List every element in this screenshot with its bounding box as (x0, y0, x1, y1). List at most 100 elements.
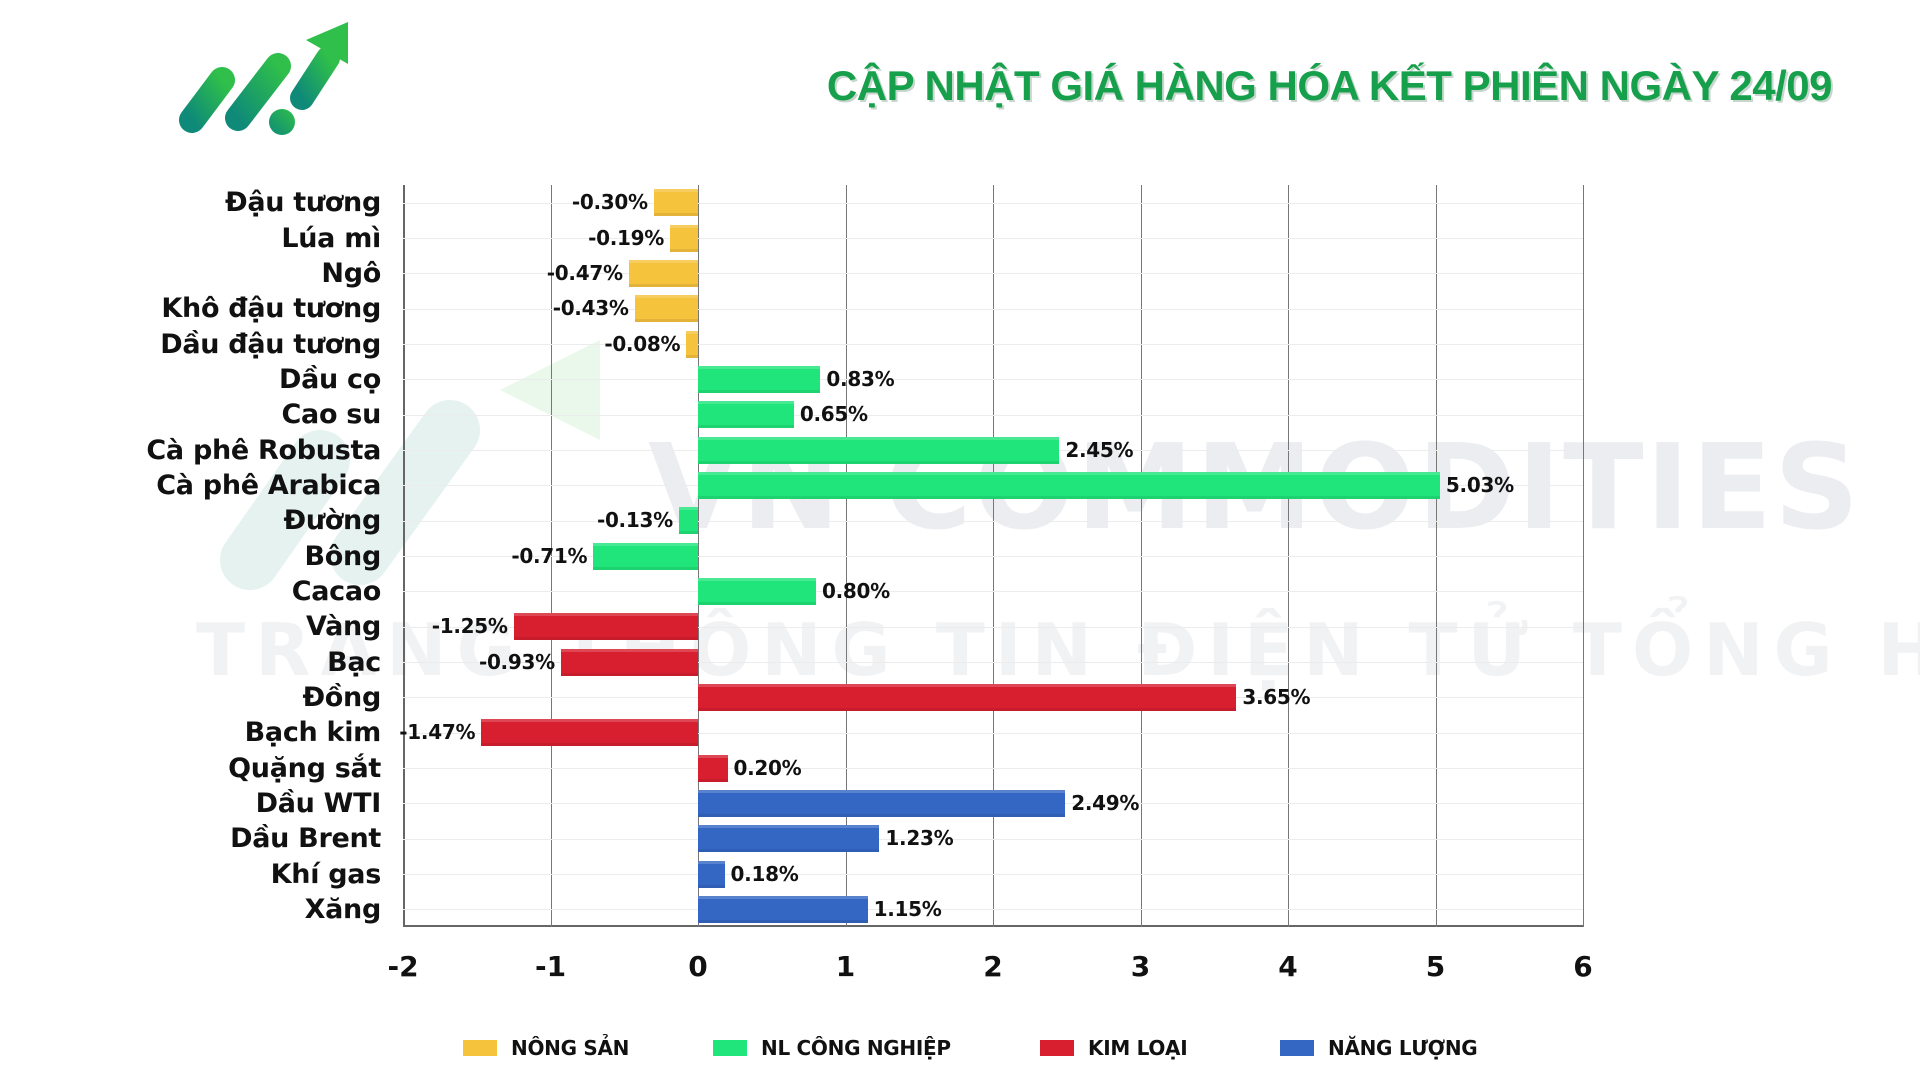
bar-value-label: -0.71% (511, 543, 588, 568)
gridline-horizontal (403, 308, 1583, 310)
legend-item: NL CÔNG NGHIỆP (713, 1036, 951, 1060)
bar-value-label: 1.23% (885, 826, 954, 851)
bar-value-label: 2.45% (1065, 437, 1134, 462)
category-label: Cà phê Robusta (146, 434, 381, 466)
x-tick-label: 3 (1130, 950, 1151, 983)
category-label: Lúa mì (281, 222, 381, 254)
gridline-horizontal (403, 344, 1583, 345)
bar-value-label: 5.03% (1445, 472, 1514, 497)
bar (678, 507, 698, 535)
gridline-horizontal (403, 238, 1583, 239)
x-tick-label: 2 (983, 950, 1003, 983)
bar (560, 648, 698, 676)
gridline-horizontal (403, 520, 1583, 522)
bar-value-label: -0.43% (552, 296, 629, 321)
category-label: Khí gas (270, 858, 382, 890)
gridline-horizontal (403, 591, 1583, 593)
legend-label: NL CÔNG NGHIỆP (761, 1036, 951, 1060)
x-tick-label: 0 (688, 950, 708, 983)
legend-swatch (1040, 1040, 1074, 1056)
bar-value-label: -1.47% (399, 720, 476, 745)
category-label: Dầu đậu tương (160, 328, 381, 360)
legend-item: KIM LOẠI (1040, 1036, 1188, 1060)
bar (698, 683, 1237, 711)
category-label: Bạch kim (244, 717, 382, 749)
gridline-horizontal (403, 768, 1583, 769)
bar-value-label: -0.30% (571, 190, 648, 215)
x-tick-label: -1 (534, 950, 567, 983)
category-label: Cà phê Arabica (156, 469, 381, 501)
category-label: Ngô (321, 257, 381, 289)
x-tick-label: 6 (1573, 950, 1593, 983)
bar (481, 719, 698, 747)
bar (698, 577, 816, 605)
category-label: Dầu WTI (255, 787, 382, 819)
bar (698, 471, 1440, 499)
bar (698, 860, 725, 888)
category-label: Đậu tương (225, 187, 381, 219)
gridline-horizontal (403, 202, 1583, 204)
x-tick-label: 4 (1278, 950, 1298, 983)
bar (698, 895, 868, 923)
bar-value-label: -0.13% (596, 508, 673, 533)
gridline-vertical (1583, 185, 1584, 927)
bar-chart-plot-area: -0.30% -0.19% -0.47% -0.43% -0.08% 0.83% 0.65%… (399, 185, 1584, 927)
legend-swatch (1280, 1040, 1314, 1056)
x-tick-label: -2 (387, 950, 419, 983)
legend-item: NÔNG SẢN (463, 1036, 629, 1060)
bar-value-label: 0.80% (822, 578, 890, 603)
bar (698, 365, 821, 393)
x-tick-label: 1 (835, 950, 856, 983)
legend-item: NĂNG LƯỢNG (1280, 1036, 1478, 1060)
bar-value-label: -1.25% (431, 614, 508, 639)
chart-legend: NÔNG SẢN NL CÔNG NGHIỆP KIM LOẠI NĂNG LƯỢNG (0, 1036, 1920, 1066)
bar-value-label: 0.20% (733, 755, 802, 780)
gridline-horizontal (403, 874, 1583, 875)
gridline-horizontal (403, 626, 1583, 628)
bar-value-label: -0.19% (588, 225, 664, 250)
bar (593, 542, 698, 570)
bar (698, 825, 880, 853)
legend-label: NÔNG SẢN (511, 1036, 630, 1060)
legend-swatch (463, 1040, 497, 1056)
bar (513, 613, 698, 641)
legend-swatch (713, 1040, 747, 1056)
bar-value-label: 0.83% (826, 366, 895, 391)
bar (698, 754, 728, 782)
bar-value-label: 3.65% (1242, 684, 1311, 709)
rising-arrow-logo-icon (179, 22, 348, 135)
bar-value-label: 1.15% (873, 896, 942, 921)
x-tick-label: 5 (1425, 950, 1446, 983)
gridline-horizontal (403, 414, 1583, 416)
bar (653, 189, 698, 217)
gridline-horizontal (403, 732, 1583, 734)
category-label: Bông (304, 540, 382, 572)
bar-value-label: -0.47% (546, 260, 623, 285)
category-label: Bạc (327, 646, 381, 678)
legend-label: NĂNG LƯỢNG (1328, 1036, 1478, 1060)
category-label: Khô đậu tương (161, 293, 381, 325)
bar (628, 259, 698, 287)
category-label: Đồng (302, 681, 381, 713)
category-label: Đường (283, 505, 382, 537)
bar (698, 789, 1066, 817)
gridline-horizontal (403, 273, 1583, 275)
gridline-horizontal (403, 556, 1583, 557)
bar (686, 330, 698, 358)
gridline-horizontal (403, 662, 1583, 663)
bar (669, 224, 698, 252)
bar (698, 436, 1060, 464)
bar-value-label: -0.93% (478, 649, 555, 674)
page-title: CẬP NHẬT GIÁ HÀNG HÓA KẾT PHIÊN NGÀY 24/… (826, 62, 1833, 109)
category-label: Cacao (291, 575, 382, 607)
legend-label: KIM LOẠI (1088, 1036, 1188, 1060)
category-label: Dầu cọ (278, 363, 381, 395)
category-label: Cao su (281, 399, 382, 431)
category-label: Xăng (304, 893, 382, 925)
category-label: Dầu Brent (230, 823, 381, 855)
category-label: Vàng (306, 611, 381, 643)
bar (698, 401, 794, 429)
bar (634, 295, 698, 323)
category-label: Quặng sắt (228, 752, 381, 784)
bar-value-label: 2.49% (1071, 790, 1140, 815)
